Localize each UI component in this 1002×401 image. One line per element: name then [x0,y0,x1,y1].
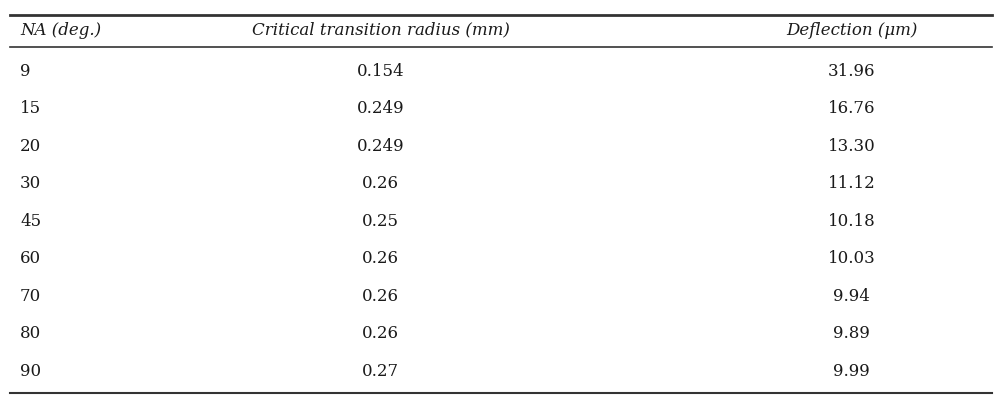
Text: 90: 90 [20,362,41,379]
Text: 0.25: 0.25 [363,212,399,229]
Text: 0.26: 0.26 [363,175,399,192]
Text: 30: 30 [20,175,41,192]
Text: NA (deg.): NA (deg.) [20,22,101,38]
Text: 70: 70 [20,287,41,304]
Text: 9: 9 [20,63,30,79]
Text: 45: 45 [20,212,41,229]
Text: 0.249: 0.249 [357,100,405,117]
Text: 9.99: 9.99 [834,362,870,379]
Text: 9.89: 9.89 [834,324,870,341]
Text: 9.94: 9.94 [834,287,870,304]
Text: 20: 20 [20,137,41,154]
Text: 10.18: 10.18 [828,212,876,229]
Text: 15: 15 [20,100,41,117]
Text: 0.26: 0.26 [363,249,399,266]
Text: 10.03: 10.03 [828,249,876,266]
Text: 0.26: 0.26 [363,324,399,341]
Text: 0.249: 0.249 [357,137,405,154]
Text: 0.26: 0.26 [363,287,399,304]
Text: 80: 80 [20,324,41,341]
Text: 0.154: 0.154 [357,63,405,79]
Text: 11.12: 11.12 [828,175,876,192]
Text: 0.27: 0.27 [362,362,400,379]
Text: 16.76: 16.76 [828,100,876,117]
Text: 31.96: 31.96 [828,63,876,79]
Text: 60: 60 [20,249,41,266]
Text: Deflection (μm): Deflection (μm) [786,22,918,38]
Text: 13.30: 13.30 [828,137,876,154]
Text: Critical transition radius (mm): Critical transition radius (mm) [252,22,510,38]
